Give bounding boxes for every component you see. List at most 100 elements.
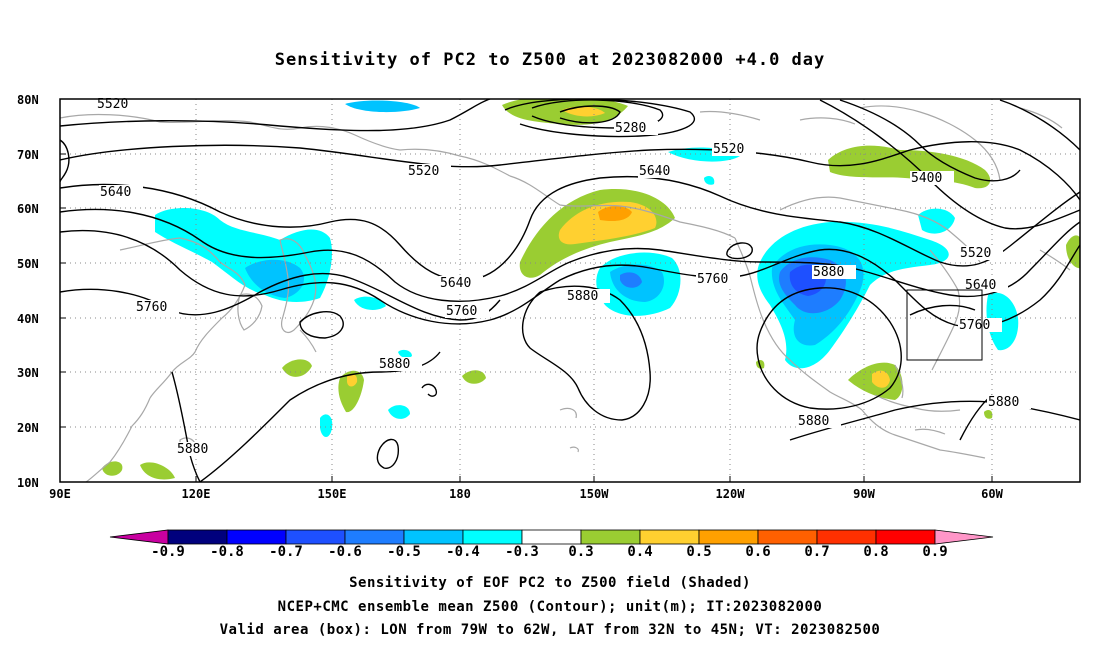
lat-label: 70N xyxy=(17,148,39,162)
colorbar-swatch xyxy=(580,529,641,545)
positive-region-wpac xyxy=(338,370,364,413)
contour-label: 5880 xyxy=(177,442,208,457)
positive-region-wpac-core xyxy=(347,374,358,387)
colorbar-low-triangle xyxy=(109,529,169,545)
map-title: Sensitivity of PC2 to Z500 at 2023082000… xyxy=(274,50,826,70)
contour-label: 5400 xyxy=(911,171,942,186)
caption-valid-area: Valid area (box): LON from 79W to 62W, L… xyxy=(219,622,881,638)
contour-label: 5880 xyxy=(798,414,829,429)
colorbar-high-triangle xyxy=(934,529,994,545)
shading-layer xyxy=(102,99,1080,480)
negative-region-small-d xyxy=(398,349,412,359)
positive-region-small-c xyxy=(102,461,123,476)
colorbar-label: -0.5 xyxy=(387,544,421,560)
colorbar-label: -0.3 xyxy=(505,544,539,560)
caption-shaded: Sensitivity of EOF PC2 to Z500 field (Sh… xyxy=(349,575,751,591)
contour-label: 5760 xyxy=(446,304,477,319)
lat-label: 60N xyxy=(17,202,39,216)
contour-label: 5640 xyxy=(639,164,670,179)
negative-region-small-e xyxy=(704,176,715,185)
contour-label: 5760 xyxy=(959,318,990,333)
colorbar-label: 0.6 xyxy=(745,544,770,560)
colorbar-swatch xyxy=(403,529,464,545)
colorbar-swatch xyxy=(875,529,936,545)
negative-region-siberia-mid xyxy=(245,259,305,298)
contour-label: 5520 xyxy=(97,97,128,112)
contour-label: 5520 xyxy=(960,246,991,261)
lon-label: 180 xyxy=(449,487,471,501)
positive-region-small-a xyxy=(282,359,312,377)
negative-region-small-a xyxy=(354,296,386,310)
contour-label: 5880 xyxy=(813,265,844,280)
colorbar-swatch xyxy=(816,529,877,545)
negative-region-small-b xyxy=(388,405,410,419)
colorbar-label: -0.8 xyxy=(210,544,244,560)
valid-area-box xyxy=(906,289,983,361)
lat-label: 80N xyxy=(17,93,39,107)
positive-region-alaska-core xyxy=(598,206,632,222)
lon-label: 150E xyxy=(318,487,347,501)
colorbar-label: 0.8 xyxy=(863,544,888,560)
colorbar-swatch xyxy=(698,529,759,545)
colorbar-swatch xyxy=(285,529,346,545)
colorbar-label: 0.9 xyxy=(922,544,947,560)
positive-region-florida-core xyxy=(872,370,890,388)
colorbar-label: -0.9 xyxy=(151,544,185,560)
contour-label: 5640 xyxy=(440,276,471,291)
positive-region-arctic-core xyxy=(562,106,605,117)
colorbar-labels: -0.9 -0.8 -0.7 -0.6 -0.5 -0.4 -0.3 0.3 0… xyxy=(151,544,948,560)
lon-label: 120W xyxy=(716,487,746,501)
lon-label: 90W xyxy=(853,487,875,501)
contour-label: 5880 xyxy=(567,289,598,304)
colorbar-label: 0.7 xyxy=(804,544,829,560)
positive-region-small-e xyxy=(984,410,993,419)
contour-label: 5760 xyxy=(136,300,167,315)
positive-region-small-d xyxy=(140,462,175,480)
lon-label: 150W xyxy=(580,487,610,501)
lat-label: 20N xyxy=(17,421,39,435)
positive-region-atlantic xyxy=(1066,235,1080,269)
contour-label: 5640 xyxy=(965,278,996,293)
positive-region-small-b xyxy=(462,370,486,384)
colorbar-swatch xyxy=(757,529,818,545)
lon-labels: 90E 120E 150E 180 150W 120W 90W 60W xyxy=(49,487,1003,501)
caption-contour: NCEP+CMC ensemble mean Z500 (Contour); u… xyxy=(277,599,823,615)
positive-region-alaska-mid xyxy=(558,201,657,245)
colorbar-swatch xyxy=(226,529,287,545)
lon-label: 120E xyxy=(182,487,211,501)
contour-label: 5760 xyxy=(697,272,728,287)
negative-region-pacific-core xyxy=(620,272,642,288)
negative-region-small-c xyxy=(320,414,333,437)
colorbar xyxy=(109,529,994,545)
colorbar-swatch xyxy=(639,529,700,545)
axis-ticks xyxy=(60,153,993,482)
colorbar-label: 0.3 xyxy=(568,544,593,560)
contour-label: 5520 xyxy=(408,164,439,179)
lon-label: 90E xyxy=(49,487,71,501)
negative-region-greenland xyxy=(918,208,955,234)
lat-label: 40N xyxy=(17,312,39,326)
colorbar-swatch xyxy=(167,529,228,545)
colorbar-label: 0.5 xyxy=(686,544,711,560)
contour-labels: 5520 5280 5520 5520 5640 5640 5640 5400 … xyxy=(96,97,1031,457)
contour-label: 5880 xyxy=(379,357,410,372)
z500-contours xyxy=(60,99,1080,482)
grid-lines xyxy=(60,99,1080,482)
colorbar-label: -0.7 xyxy=(269,544,303,560)
colorbar-label: 0.4 xyxy=(627,544,652,560)
colorbar-label: -0.4 xyxy=(446,544,480,560)
plot-frame xyxy=(59,98,1081,483)
contour-label: 5880 xyxy=(988,395,1019,410)
positive-region-greenland xyxy=(828,145,991,189)
colorbar-label: -0.6 xyxy=(328,544,362,560)
lon-label: 60W xyxy=(981,487,1003,501)
colorbar-swatch xyxy=(344,529,405,545)
lat-label: 30N xyxy=(17,366,39,380)
colorbar-swatch xyxy=(462,529,523,545)
contour-label: 5280 xyxy=(615,121,646,136)
lat-label: 50N xyxy=(17,257,39,271)
contour-label: 5520 xyxy=(713,142,744,157)
negative-region-arctic xyxy=(345,100,420,113)
lat-labels: 80N 70N 60N 50N 40N 30N 20N 10N xyxy=(17,93,39,490)
